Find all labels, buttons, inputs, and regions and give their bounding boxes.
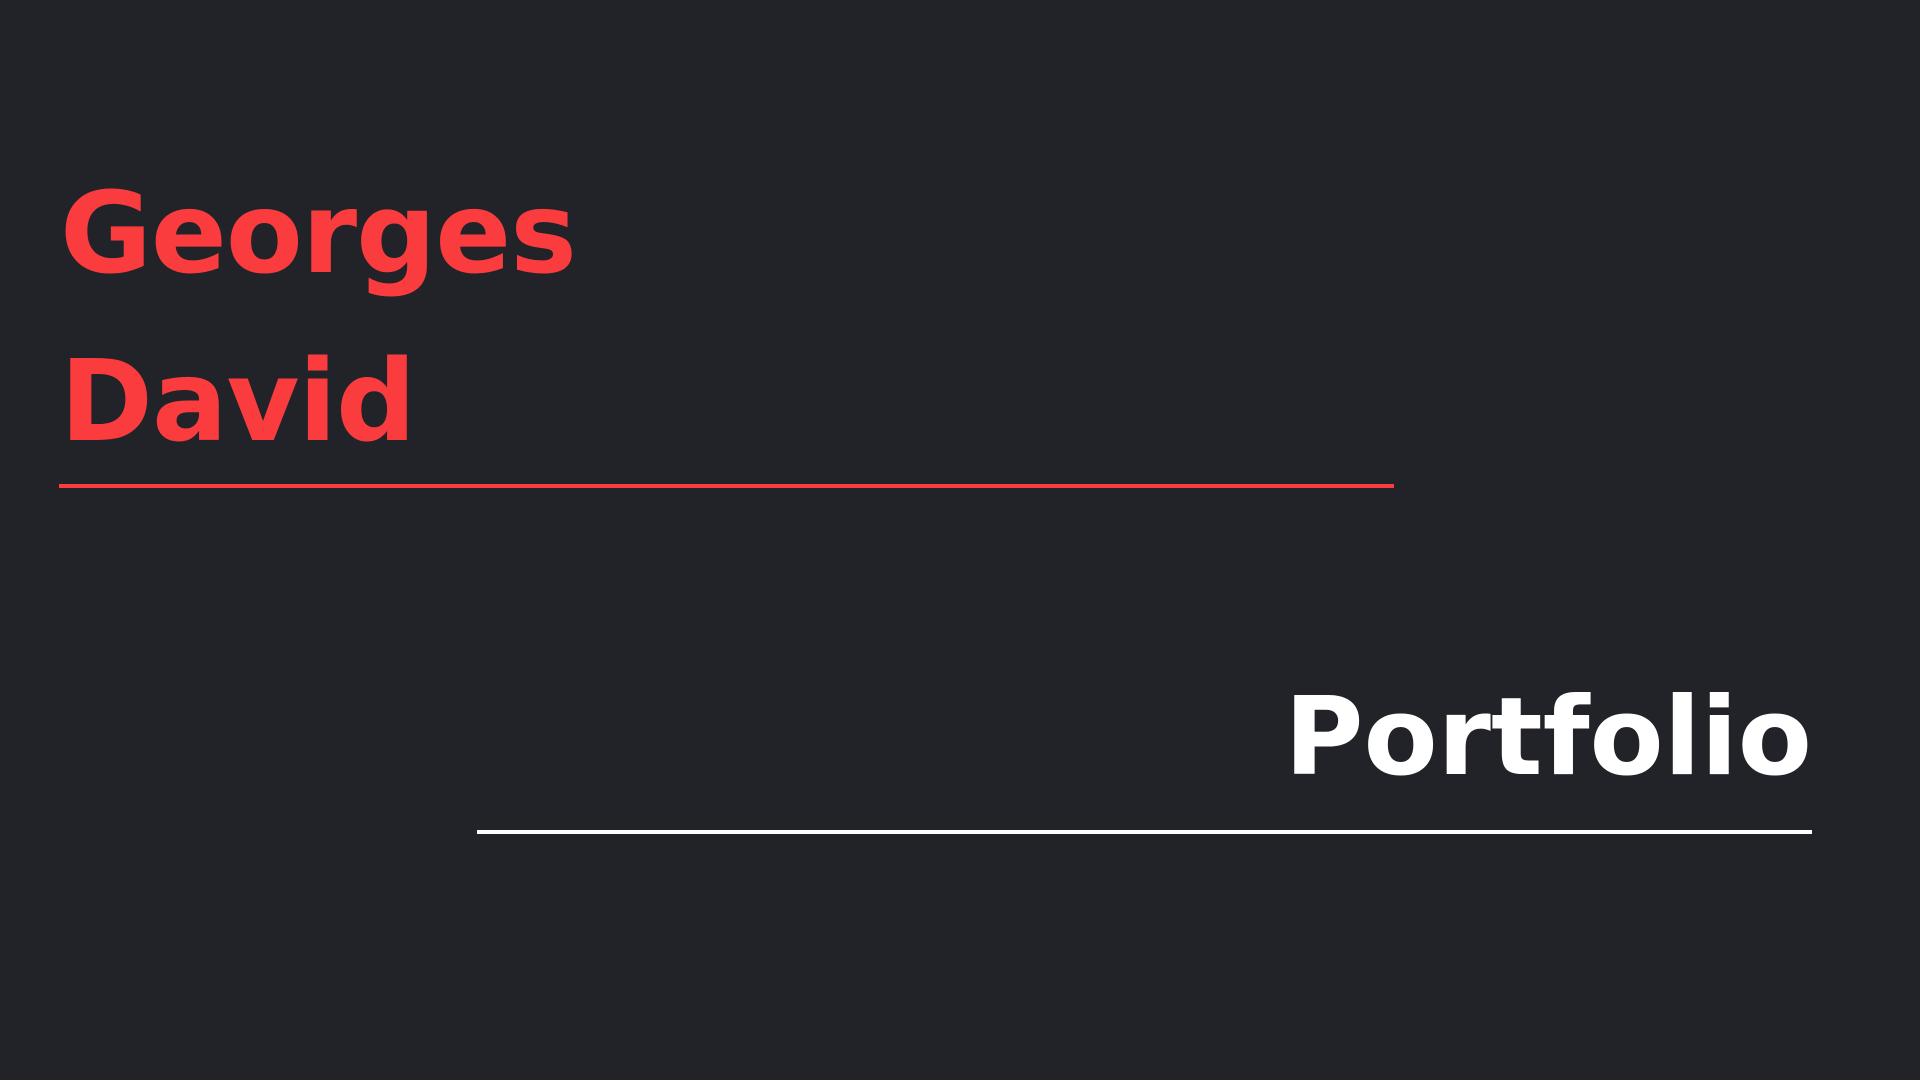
author-last-name: David [60, 337, 416, 467]
author-name: Georges David [60, 150, 960, 486]
slide-subtitle: Portfolio [1284, 675, 1812, 800]
subtitle-divider [477, 830, 1812, 834]
author-first-name: Georges [60, 169, 577, 299]
accent-divider [59, 484, 1394, 488]
